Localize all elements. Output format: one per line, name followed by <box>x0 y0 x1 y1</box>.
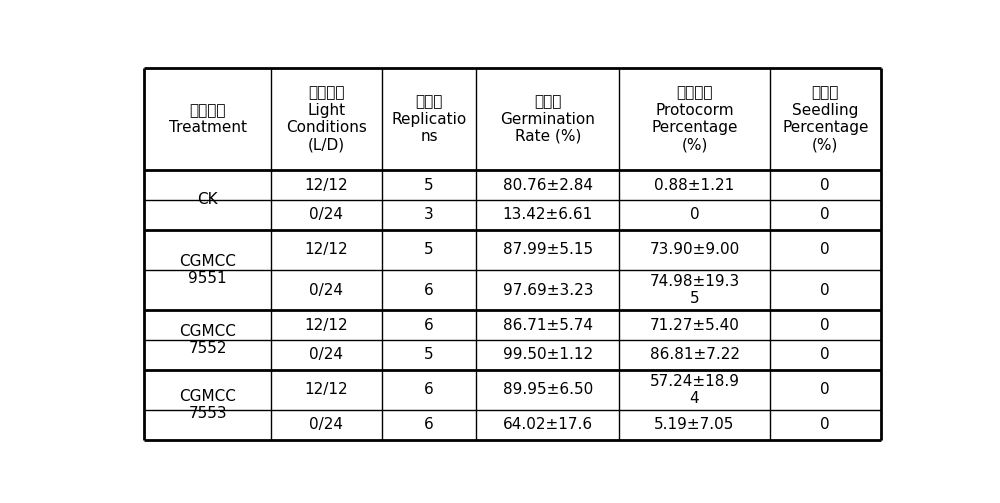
Text: 13.42±6.61: 13.42±6.61 <box>503 207 593 222</box>
Text: 幼苗率
Seedling
Percentage
(%): 幼苗率 Seedling Percentage (%) <box>782 86 869 153</box>
Text: 57.24±18.9
4: 57.24±18.9 4 <box>650 374 740 406</box>
Text: 99.50±1.12: 99.50±1.12 <box>503 348 593 363</box>
Text: 0: 0 <box>820 317 830 332</box>
Text: 6: 6 <box>424 417 434 433</box>
Text: 萌发率
Germination
Rate (%): 萌发率 Germination Rate (%) <box>500 94 595 144</box>
Text: 12/12: 12/12 <box>305 242 348 258</box>
Text: 0: 0 <box>820 178 830 193</box>
Text: 0/24: 0/24 <box>309 417 343 433</box>
Text: 6: 6 <box>424 283 434 298</box>
Text: CGMCC
7552: CGMCC 7552 <box>179 324 236 356</box>
Text: 0: 0 <box>820 348 830 363</box>
Text: 0/24: 0/24 <box>309 283 343 298</box>
Text: 0: 0 <box>690 207 699 222</box>
Text: 12/12: 12/12 <box>305 178 348 193</box>
Text: 5: 5 <box>424 242 434 258</box>
Text: 0: 0 <box>820 207 830 222</box>
Text: 接菌处理
Treatment: 接菌处理 Treatment <box>169 103 247 135</box>
Text: 64.02±17.6: 64.02±17.6 <box>503 417 593 433</box>
Text: 3: 3 <box>424 207 434 222</box>
Text: 97.69±3.23: 97.69±3.23 <box>503 283 593 298</box>
Text: 6: 6 <box>424 382 434 397</box>
Text: 73.90±9.00: 73.90±9.00 <box>649 242 740 258</box>
Text: 86.81±7.22: 86.81±7.22 <box>650 348 740 363</box>
Text: 原球茎率
Protocorm
Percentage
(%): 原球茎率 Protocorm Percentage (%) <box>651 86 738 153</box>
Text: 0: 0 <box>820 242 830 258</box>
Text: 0.88±1.21: 0.88±1.21 <box>654 178 735 193</box>
Text: 71.27±5.40: 71.27±5.40 <box>650 317 739 332</box>
Text: 89.95±6.50: 89.95±6.50 <box>503 382 593 397</box>
Text: 0/24: 0/24 <box>309 207 343 222</box>
Text: CGMCC
7553: CGMCC 7553 <box>179 389 236 421</box>
Text: 0: 0 <box>820 283 830 298</box>
Text: 86.71±5.74: 86.71±5.74 <box>503 317 593 332</box>
Text: 80.76±2.84: 80.76±2.84 <box>503 178 593 193</box>
Text: 5: 5 <box>424 348 434 363</box>
Text: 重复数
Replicatio
ns: 重复数 Replicatio ns <box>391 94 467 144</box>
Text: 12/12: 12/12 <box>305 382 348 397</box>
Text: 6: 6 <box>424 317 434 332</box>
Text: CGMCC
9551: CGMCC 9551 <box>179 254 236 286</box>
Text: 12/12: 12/12 <box>305 317 348 332</box>
Text: CK: CK <box>197 193 218 207</box>
Text: 0/24: 0/24 <box>309 348 343 363</box>
Text: 5: 5 <box>424 178 434 193</box>
Text: 光照条件
Light
Conditions
(L/D): 光照条件 Light Conditions (L/D) <box>286 86 367 153</box>
Text: 0: 0 <box>820 382 830 397</box>
Text: 74.98±19.3
5: 74.98±19.3 5 <box>649 274 740 306</box>
Text: 0: 0 <box>820 417 830 433</box>
Text: 87.99±5.15: 87.99±5.15 <box>503 242 593 258</box>
Text: 5.19±7.05: 5.19±7.05 <box>654 417 735 433</box>
